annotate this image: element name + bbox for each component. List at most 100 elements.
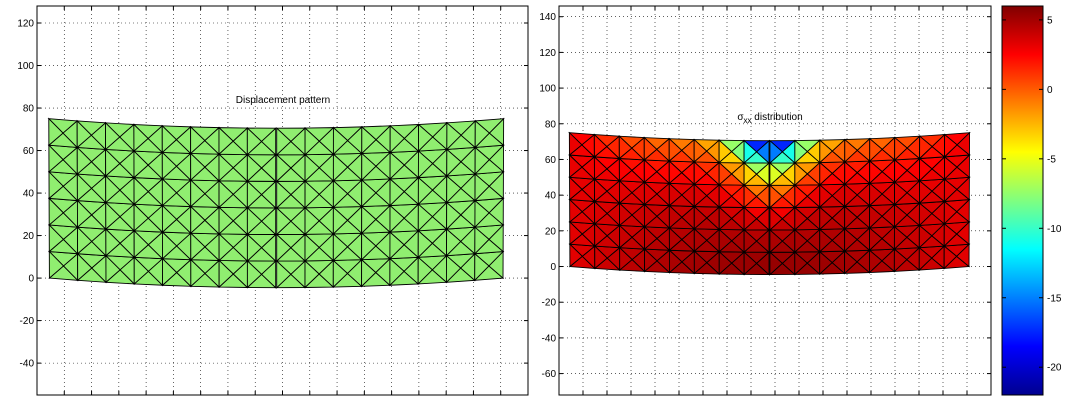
axes-displacement: -40 -20 0 20 40 60 80 100 120: [17, 6, 528, 395]
mesh-element: [332, 232, 349, 262]
mesh-element: [332, 179, 349, 209]
y-tick-label: 140: [539, 12, 556, 23]
stress-plot: -60 -40 -20 0 20 40 60 80 100 120 140 σxx distribu…: [539, 5, 992, 396]
mesh-element: [769, 251, 784, 276]
mesh-element: [417, 150, 434, 179]
mesh-element: [918, 224, 933, 249]
mesh-element: [844, 138, 858, 163]
mesh-element: [743, 161, 758, 187]
mesh-element: [76, 119, 93, 149]
mesh-element: [819, 250, 833, 276]
mesh-element: [218, 179, 234, 209]
mesh-element: [446, 148, 462, 178]
mesh-element: [133, 203, 149, 232]
mesh-displacement: [47, 117, 505, 289]
mesh-element: [48, 223, 65, 253]
y-tick-label: -20: [20, 316, 35, 327]
y-tick-label: 120: [17, 19, 34, 30]
mesh-element: [276, 127, 292, 156]
y-tick-label: -20: [542, 298, 557, 309]
mesh-element: [417, 256, 433, 286]
mesh-element: [304, 233, 320, 262]
mesh-element: [417, 203, 434, 232]
mesh-element: [643, 136, 658, 161]
mesh-element: [76, 172, 93, 202]
mesh-element: [894, 136, 908, 161]
mesh-element: [105, 201, 121, 231]
mesh-element: [769, 206, 784, 231]
y-tick-label: 40: [23, 189, 35, 200]
mesh-element: [361, 179, 377, 208]
mesh-element: [418, 123, 434, 153]
mesh-element: [190, 125, 206, 155]
mesh-element: [304, 259, 320, 289]
mesh-element: [794, 184, 808, 209]
y-tick-label: 60: [23, 146, 35, 157]
mesh-element: [693, 138, 708, 163]
mesh-element: [161, 124, 178, 154]
mesh-element: [446, 175, 462, 204]
mesh-element: [769, 184, 784, 209]
mesh-element: [417, 229, 434, 259]
y-tick-label: 0: [550, 262, 556, 273]
mesh-element: [718, 183, 733, 209]
mesh-element: [133, 149, 149, 179]
mesh-element: [190, 152, 206, 182]
mesh-element: [389, 257, 405, 287]
mesh-element: [893, 248, 908, 273]
title-sigma: σ: [737, 112, 744, 123]
mesh-element: [218, 206, 234, 235]
grid-displacement: [37, 6, 528, 395]
mesh-element: [794, 206, 808, 231]
mesh-element: [943, 222, 958, 248]
mesh-element: [819, 139, 833, 164]
mesh-element: [894, 181, 908, 206]
mesh-element: [569, 176, 583, 201]
mesh-element: [718, 161, 733, 186]
mesh-element: [133, 256, 150, 285]
mesh-element: [361, 258, 377, 288]
colorbar-tick-label: -15: [1047, 293, 1062, 304]
y-tick-label: 40: [545, 191, 557, 202]
mesh-element: [844, 183, 858, 208]
mesh-element: [304, 206, 320, 236]
mesh-element: [693, 160, 708, 186]
mesh-element: [446, 121, 462, 151]
mesh-element: [693, 205, 708, 230]
mesh-element: [389, 177, 405, 207]
mesh-element: [618, 179, 633, 205]
mesh-element: [894, 203, 908, 228]
axes-stress: -60 -40 -20 0 20 40 60 80 100 120 140: [539, 6, 991, 395]
colorbar: 5 0 -5 -10 -15 -20: [1001, 5, 1062, 396]
mesh-element: [276, 153, 292, 183]
mesh-element: [618, 157, 633, 182]
mesh-element: [246, 233, 263, 262]
mesh-element: [105, 174, 121, 204]
mesh-element: [769, 228, 784, 254]
mesh-element: [276, 180, 292, 209]
mesh-element: [304, 153, 320, 183]
mesh-element: [743, 206, 758, 231]
mesh-element: [389, 204, 405, 234]
mesh-element: [918, 246, 933, 272]
mesh-element: [693, 183, 708, 208]
mesh-element: [332, 206, 349, 235]
y-tick-label: -40: [20, 359, 35, 370]
mesh-element: [246, 127, 263, 156]
mesh-element: [474, 226, 490, 255]
mesh-element: [593, 155, 608, 181]
mesh-element: [819, 161, 833, 186]
mesh-element: [643, 181, 658, 206]
mesh-element: [105, 121, 121, 151]
mesh-element: [190, 258, 206, 288]
mesh-element: [644, 248, 658, 273]
mesh-element: [161, 231, 178, 260]
mesh-element: [76, 146, 93, 176]
colorbar-tick-label: 0: [1047, 85, 1053, 96]
mesh-element: [668, 182, 683, 207]
y-tick-label: 20: [545, 226, 557, 237]
y-tick-label: 100: [539, 84, 556, 95]
mesh-element: [569, 198, 583, 223]
mesh-element: [844, 205, 858, 230]
mesh-element: [161, 204, 178, 234]
